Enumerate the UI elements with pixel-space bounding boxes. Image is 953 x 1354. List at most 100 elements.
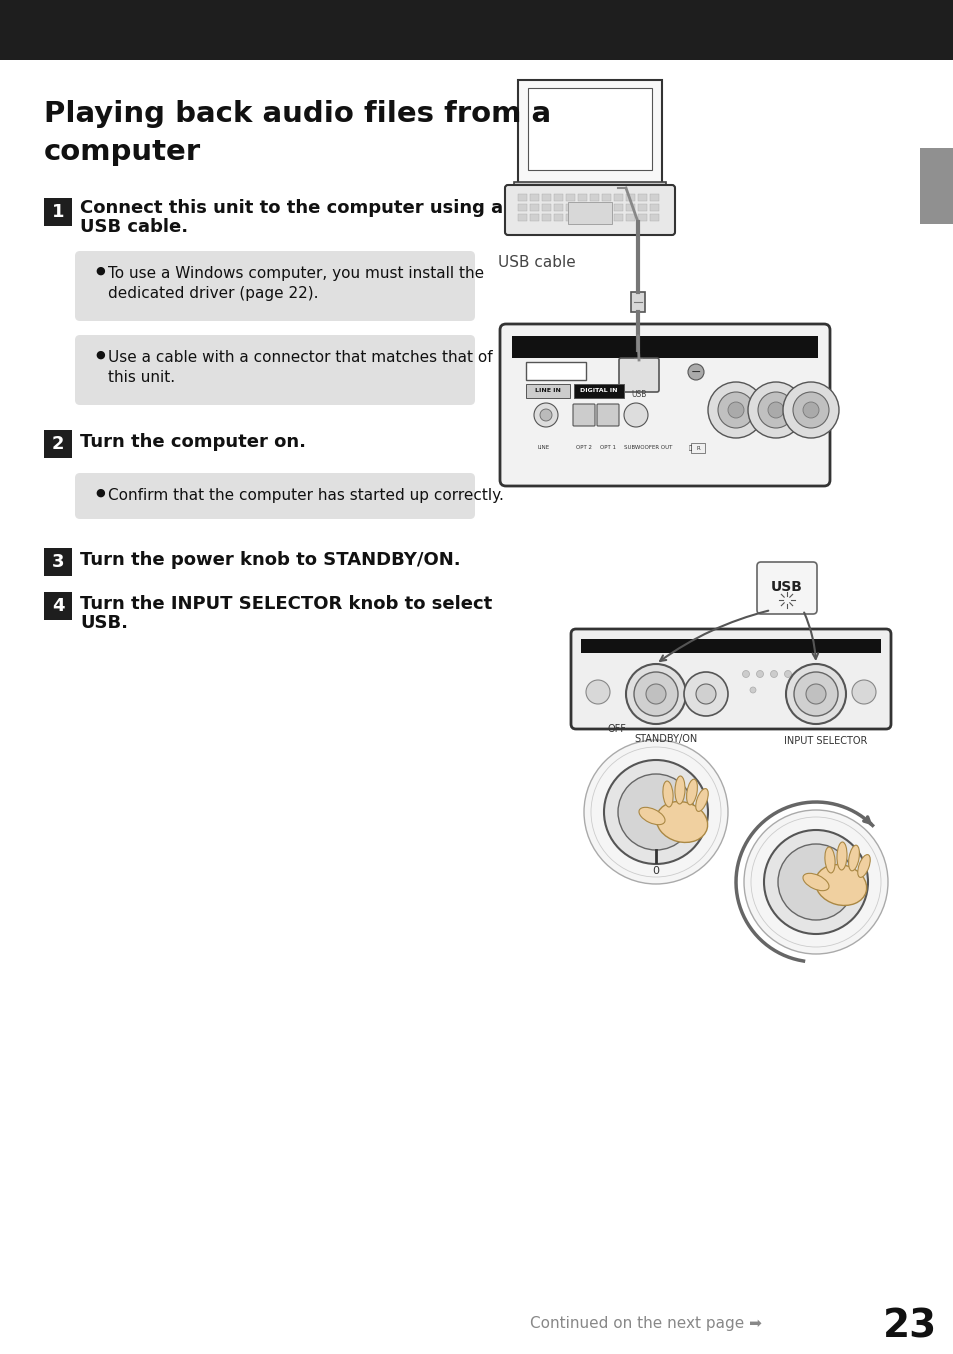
Circle shape (749, 686, 755, 693)
Text: 2: 2 (51, 435, 64, 454)
Bar (554, 204, 562, 211)
Text: Playing back audio files from a: Playing back audio files from a (44, 100, 551, 129)
Bar (690, 443, 704, 454)
Bar (567, 202, 612, 223)
Ellipse shape (848, 845, 859, 871)
Text: Turn the power knob to STANDBY/ON.: Turn the power knob to STANDBY/ON. (80, 551, 460, 569)
Ellipse shape (675, 776, 684, 804)
Bar (0, 0, 953, 60)
Bar (601, 214, 610, 221)
Circle shape (851, 680, 875, 704)
Bar (578, 204, 586, 211)
Text: 4: 4 (51, 597, 64, 615)
Ellipse shape (802, 873, 828, 891)
Text: INPUT SELECTOR: INPUT SELECTOR (783, 737, 867, 746)
Circle shape (793, 672, 837, 716)
Bar (601, 204, 610, 211)
Text: USB cable: USB cable (497, 255, 576, 269)
Circle shape (603, 760, 707, 864)
Circle shape (767, 402, 783, 418)
Circle shape (783, 670, 791, 677)
Bar (638, 204, 646, 211)
Text: Turn the computer on.: Turn the computer on. (80, 433, 306, 451)
Text: LINE: LINE (537, 445, 550, 450)
Bar (649, 214, 659, 221)
Bar (625, 204, 635, 211)
Bar (614, 214, 622, 221)
Bar (638, 214, 646, 221)
Circle shape (585, 680, 609, 704)
Circle shape (718, 393, 753, 428)
Text: LINE IN: LINE IN (535, 389, 560, 394)
Text: Connect this unit to the computer using a: Connect this unit to the computer using … (80, 199, 502, 217)
FancyBboxPatch shape (630, 292, 644, 311)
Circle shape (625, 663, 685, 724)
Circle shape (696, 684, 716, 704)
Ellipse shape (836, 842, 846, 871)
FancyBboxPatch shape (630, 349, 644, 368)
Text: USB: USB (631, 390, 646, 399)
Text: ●: ● (95, 265, 105, 276)
Bar (649, 204, 659, 211)
Circle shape (802, 402, 818, 418)
Text: Confirm that the computer has started up correctly.: Confirm that the computer has started up… (108, 487, 503, 502)
Text: USB: USB (770, 580, 802, 594)
Circle shape (539, 409, 552, 421)
FancyBboxPatch shape (504, 185, 675, 236)
Bar (517, 214, 526, 221)
Bar (525, 362, 585, 380)
Circle shape (805, 684, 825, 704)
Ellipse shape (824, 848, 834, 873)
Text: ●: ● (95, 349, 105, 360)
Bar (919, 148, 953, 223)
Ellipse shape (815, 865, 865, 906)
Bar (512, 336, 817, 357)
Text: DIGITAL IN: DIGITAL IN (579, 389, 618, 394)
Circle shape (618, 774, 693, 850)
Bar (525, 385, 569, 398)
Text: STANDBY/ON: STANDBY/ON (634, 734, 697, 743)
Circle shape (758, 393, 793, 428)
Text: SUBWOOFER OUT: SUBWOOFER OUT (623, 445, 672, 450)
Circle shape (634, 672, 678, 716)
FancyBboxPatch shape (75, 250, 475, 321)
FancyBboxPatch shape (75, 334, 475, 405)
Bar (530, 194, 538, 200)
Circle shape (763, 830, 867, 934)
Text: this unit.: this unit. (108, 370, 175, 385)
Bar (554, 214, 562, 221)
Text: 3: 3 (51, 552, 64, 571)
Text: Continued on the next page ➡: Continued on the next page ➡ (530, 1316, 761, 1331)
FancyBboxPatch shape (499, 324, 829, 486)
Bar (530, 204, 538, 211)
FancyBboxPatch shape (618, 357, 659, 393)
Text: Use a cable with a connector that matches that of: Use a cable with a connector that matche… (108, 349, 492, 366)
Bar (578, 214, 586, 221)
Bar (589, 194, 598, 200)
Text: OFF: OFF (607, 724, 626, 734)
Circle shape (782, 382, 838, 437)
Bar (589, 214, 598, 221)
Text: −: − (690, 366, 700, 379)
Ellipse shape (695, 788, 707, 811)
Circle shape (741, 670, 749, 677)
Bar (638, 194, 646, 200)
Text: dedicated driver (page 22).: dedicated driver (page 22). (108, 286, 318, 301)
Circle shape (785, 663, 845, 724)
FancyBboxPatch shape (573, 403, 595, 427)
Bar (541, 214, 551, 221)
Circle shape (770, 670, 777, 677)
Circle shape (792, 393, 828, 428)
Circle shape (747, 382, 803, 437)
Bar (517, 204, 526, 211)
Text: Turn the INPUT SELECTOR knob to select: Turn the INPUT SELECTOR knob to select (80, 594, 492, 613)
Bar (625, 214, 635, 221)
Text: OPT 2: OPT 2 (576, 445, 592, 450)
Bar (649, 194, 659, 200)
Bar (580, 639, 880, 653)
Circle shape (727, 402, 743, 418)
Ellipse shape (639, 807, 664, 825)
Bar (601, 194, 610, 200)
Text: 0: 0 (652, 867, 659, 876)
Bar (574, 385, 623, 398)
